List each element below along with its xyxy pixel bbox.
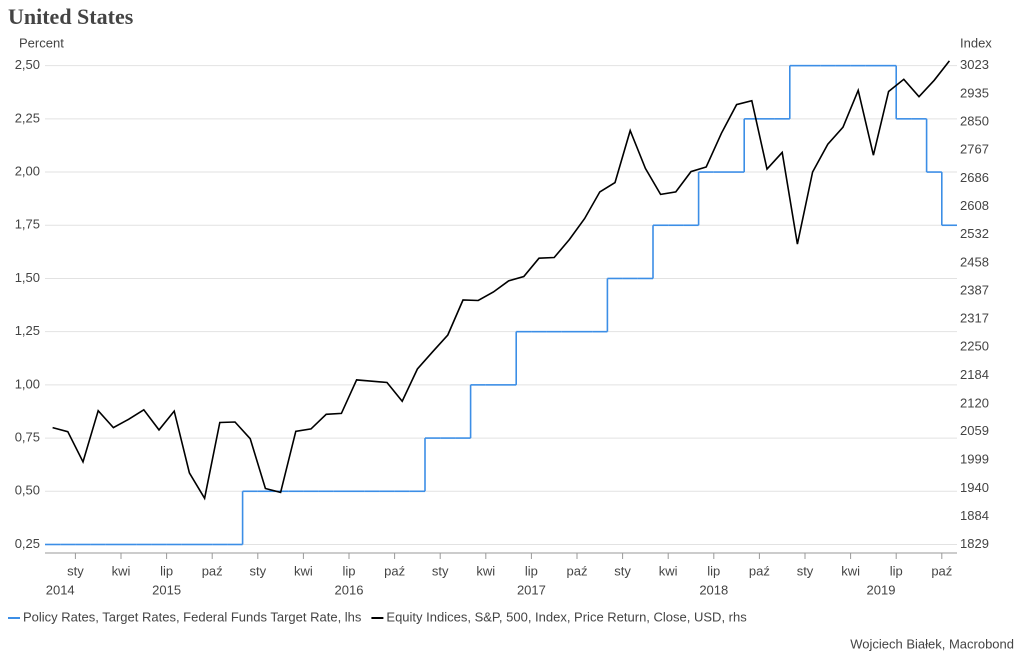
y2-tick-label: 2850 <box>960 113 989 128</box>
y2-tick-label: 2387 <box>960 282 989 297</box>
year-label: 2017 <box>517 582 546 597</box>
y-tick-label: 0,25 <box>15 536 40 551</box>
y2-tick-label: 2059 <box>960 423 989 438</box>
y2-tick-label: 1940 <box>960 480 989 495</box>
y2-tick-label: 2935 <box>960 85 989 100</box>
y2-tick-label: 2120 <box>960 395 989 410</box>
year-label: 2014 <box>46 582 75 597</box>
x-tick-label: kwi <box>841 563 860 578</box>
x-tick-label: kwi <box>476 563 495 578</box>
y2-tick-label: 2458 <box>960 254 989 269</box>
x-tick-label: paź <box>931 563 952 578</box>
y-tick-label: 0,50 <box>15 483 40 498</box>
x-tick-label: paź <box>202 563 223 578</box>
y2-tick-label: 2532 <box>960 226 989 241</box>
y2-tick-label: 2184 <box>960 367 989 382</box>
x-tick-label: lip <box>707 563 720 578</box>
y2-tick-label: 2250 <box>960 339 989 354</box>
x-tick-label: sty <box>432 563 449 578</box>
y2-tick-label: 2686 <box>960 170 989 185</box>
y2-tick-label: 1884 <box>960 508 989 523</box>
source: Wojciech Białek, Macrobond <box>850 636 1014 651</box>
chart-title: United States <box>8 4 134 29</box>
x-tick-label: lip <box>160 563 173 578</box>
x-tick-label: lip <box>890 563 903 578</box>
x-tick-label: paź <box>384 563 405 578</box>
x-tick-label: kwi <box>112 563 131 578</box>
y2-tick-label: 3023 <box>960 57 989 72</box>
y-axis-label: Percent <box>19 35 64 50</box>
y2-tick-label: 1999 <box>960 451 989 466</box>
y-tick-label: 2,00 <box>15 163 40 178</box>
x-tick-label: sty <box>614 563 631 578</box>
year-label: 2015 <box>152 582 181 597</box>
x-tick-label: lip <box>525 563 538 578</box>
legend-label: Equity Indices, S&P, 500, Index, Price R… <box>386 609 747 624</box>
y2-tick-label: 2767 <box>960 141 989 156</box>
y-tick-label: 2,50 <box>15 57 40 72</box>
year-label: 2018 <box>699 582 728 597</box>
y-tick-label: 1,75 <box>15 217 40 232</box>
year-label: 2019 <box>867 582 896 597</box>
x-tick-label: sty <box>797 563 814 578</box>
year-label: 2016 <box>335 582 364 597</box>
y-tick-label: 2,25 <box>15 110 40 125</box>
legend-label: Policy Rates, Target Rates, Federal Fund… <box>23 609 362 624</box>
y-tick-label: 1,00 <box>15 376 40 391</box>
x-tick-label: paź <box>567 563 588 578</box>
series-line <box>52 60 951 501</box>
y2-tick-label: 1829 <box>960 536 989 551</box>
x-tick-label: kwi <box>294 563 313 578</box>
x-tick-label: kwi <box>659 563 678 578</box>
y-tick-label: 0,75 <box>15 430 40 445</box>
y-tick-label: 1,25 <box>15 323 40 338</box>
x-tick-label: lip <box>342 563 355 578</box>
y2-tick-label: 2317 <box>960 311 989 326</box>
y2-tick-label: 2608 <box>960 198 989 213</box>
y2-axis-label: Index <box>960 35 992 50</box>
x-tick-label: sty <box>67 563 84 578</box>
x-tick-label: paź <box>749 563 770 578</box>
y-tick-label: 1,50 <box>15 270 40 285</box>
x-tick-label: sty <box>249 563 266 578</box>
